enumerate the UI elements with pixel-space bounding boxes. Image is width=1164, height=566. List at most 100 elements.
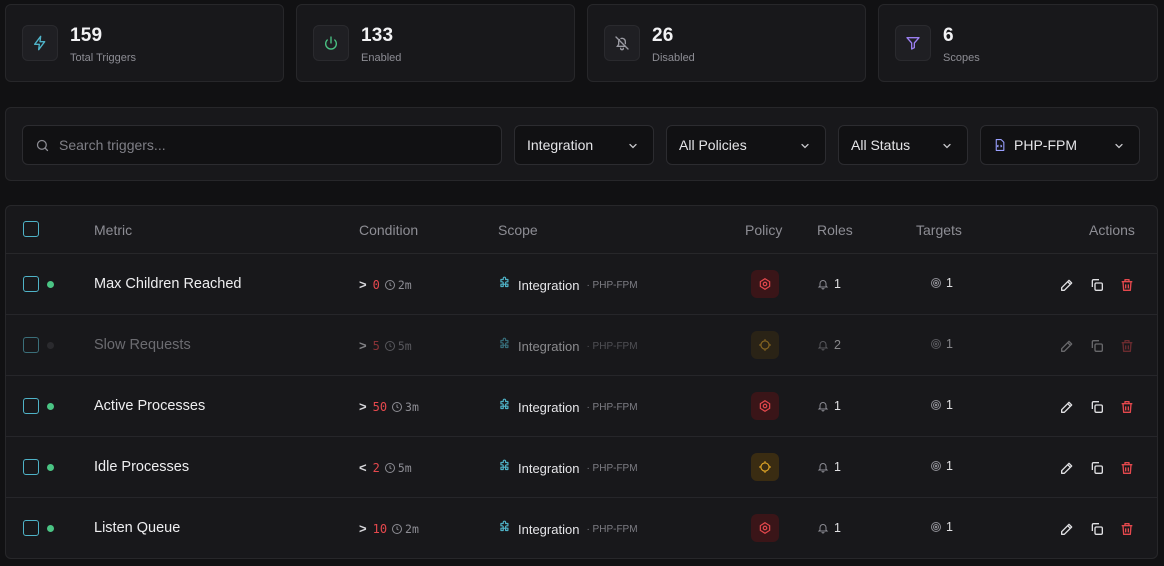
condition-duration: 3m <box>405 399 419 414</box>
policy-critical-icon[interactable] <box>751 392 779 420</box>
roles: 1 <box>817 399 841 413</box>
row-checkbox[interactable] <box>23 276 39 292</box>
table-row[interactable]: Idle Processes <2 5m Integration PHP-FPM 1 1 <box>6 437 1157 498</box>
targets: 1 <box>930 520 953 534</box>
bell-icon <box>817 402 829 412</box>
select-all-checkbox[interactable] <box>23 221 39 237</box>
edit-icon[interactable] <box>1056 274 1078 296</box>
row-actions <box>1056 274 1146 296</box>
targets-count: 1 <box>946 337 953 351</box>
table-row[interactable]: Max Children Reached >0 2m Integration PHP-F… <box>6 254 1157 315</box>
policy-critical-icon[interactable] <box>751 270 779 298</box>
clock-icon <box>391 523 403 535</box>
chevron-down-icon <box>629 143 637 149</box>
scope: Integration PHP-FPM <box>498 337 638 356</box>
table-row[interactable]: Listen Queue >10 2m Integration PHP-FPM 1 1 <box>6 498 1157 558</box>
scope: Integration PHP-FPM <box>498 520 638 539</box>
status-select-value: All Status <box>851 137 911 153</box>
target-icon <box>931 461 941 471</box>
table-row[interactable]: Slow Requests >5 5m Integration PHP-FPM 2 1 <box>6 315 1157 376</box>
row-actions <box>1056 335 1146 357</box>
trash-icon[interactable] <box>1116 396 1138 418</box>
header-targets[interactable]: Targets <box>916 222 962 238</box>
condition-operator: > <box>359 277 367 292</box>
table-header: Metric Condition Scope Policy Roles Targ… <box>6 206 1157 254</box>
copy-icon[interactable] <box>1086 274 1108 296</box>
roles-count: 2 <box>834 338 841 352</box>
policy-select-value: All Policies <box>679 137 747 153</box>
row-checkbox[interactable] <box>23 337 39 353</box>
scope-name: Integration <box>518 461 580 476</box>
trash-icon[interactable] <box>1116 457 1138 479</box>
bell-icon <box>817 341 829 351</box>
targets-count: 1 <box>946 520 953 534</box>
clock-icon <box>384 340 396 352</box>
header-policy[interactable]: Policy <box>745 222 783 238</box>
chevron-down-icon <box>801 143 809 149</box>
roles: 1 <box>817 521 841 535</box>
targets: 1 <box>930 276 953 290</box>
row-checkbox[interactable] <box>23 459 39 475</box>
roles-count: 1 <box>834 521 841 535</box>
metric-name: Max Children Reached <box>94 276 242 292</box>
target-icon <box>931 522 941 532</box>
copy-icon[interactable] <box>1086 518 1108 540</box>
stat-label: Enabled <box>361 52 402 64</box>
row-actions <box>1056 457 1146 479</box>
condition-operator: > <box>359 521 367 536</box>
stat-label: Disabled <box>652 52 695 64</box>
trash-icon[interactable] <box>1116 518 1138 540</box>
copy-icon[interactable] <box>1086 396 1108 418</box>
trash-icon[interactable] <box>1116 335 1138 357</box>
header-scope[interactable]: Scope <box>498 222 538 238</box>
target-icon <box>931 339 941 349</box>
stat-label: Scopes <box>943 52 980 64</box>
status-dot <box>47 464 54 471</box>
edit-icon[interactable] <box>1056 457 1078 479</box>
scope-select-value: Integration <box>527 137 594 153</box>
stats-row: 159 Total Triggers 133 Enabled 26 Disabl… <box>5 4 1158 82</box>
puzzle-icon <box>498 398 512 417</box>
scope-select[interactable]: Integration <box>514 125 654 165</box>
roles: 1 <box>817 277 841 291</box>
edit-icon[interactable] <box>1056 518 1078 540</box>
bell-icon <box>817 524 829 534</box>
header-condition[interactable]: Condition <box>359 222 419 238</box>
targets: 1 <box>930 398 953 412</box>
roles: 2 <box>817 338 841 352</box>
lightning-icon <box>22 25 58 61</box>
condition-value: 5 <box>372 338 380 353</box>
row-checkbox[interactable] <box>23 520 39 536</box>
scope: Integration PHP-FPM <box>498 459 638 478</box>
scope-integration: PHP-FPM <box>586 463 638 474</box>
integration-select-value: PHP-FPM <box>1014 137 1077 153</box>
search-input[interactable] <box>59 126 489 164</box>
trash-icon[interactable] <box>1116 274 1138 296</box>
metric-name: Idle Processes <box>94 459 190 475</box>
chevron-down-icon <box>943 143 951 149</box>
copy-icon[interactable] <box>1086 335 1108 357</box>
header-roles[interactable]: Roles <box>817 222 853 238</box>
row-checkbox[interactable] <box>23 398 39 414</box>
edit-icon[interactable] <box>1056 396 1078 418</box>
policy-warning-icon[interactable] <box>751 331 779 359</box>
header-metric[interactable]: Metric <box>94 222 133 238</box>
roles-count: 1 <box>834 399 841 413</box>
edit-icon[interactable] <box>1056 335 1078 357</box>
policy-select[interactable]: All Policies <box>666 125 826 165</box>
stat-value: 6 <box>943 25 954 46</box>
table-row[interactable]: Active Processes >50 3m Integration PHP-FPM 1… <box>6 376 1157 437</box>
copy-icon[interactable] <box>1086 457 1108 479</box>
stat-card-total-triggers: 159 Total Triggers <box>5 4 284 82</box>
scope-name: Integration <box>518 522 580 537</box>
status-dot <box>47 281 54 288</box>
integration-select[interactable]: PHP-FPM <box>980 125 1140 165</box>
policy-critical-icon[interactable] <box>751 514 779 542</box>
clock-icon <box>384 279 396 291</box>
status-dot <box>47 525 54 532</box>
policy-warning-icon[interactable] <box>751 453 779 481</box>
condition-value: 10 <box>372 521 388 536</box>
stat-card-enabled: 133 Enabled <box>296 4 575 82</box>
status-select[interactable]: All Status <box>838 125 968 165</box>
stat-card-scopes: 6 Scopes <box>878 4 1158 82</box>
